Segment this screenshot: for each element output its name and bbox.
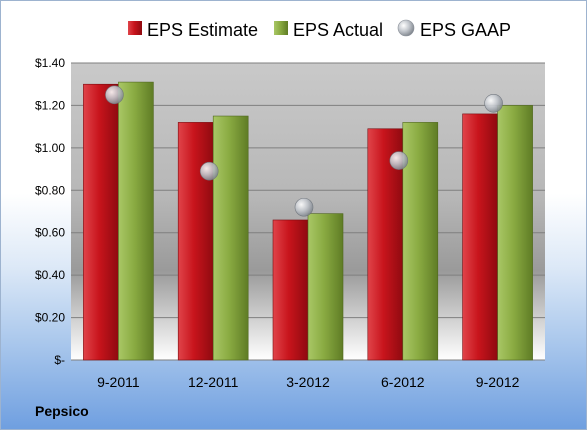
y-tick-label: $1.40 bbox=[35, 56, 65, 70]
legend: EPS Estimate EPS Actual EPS GAAP bbox=[128, 19, 511, 40]
point-eps-gaap bbox=[484, 94, 503, 113]
y-tick-label: $1.20 bbox=[35, 98, 65, 112]
y-tick-label: $0.40 bbox=[35, 268, 65, 282]
x-axis-tick-labels: 9-2011 12-2011 3-2012 6-2012 9-2012 bbox=[97, 374, 519, 390]
x-tick-label: 3-2012 bbox=[286, 374, 330, 390]
y-tick-label: $0.80 bbox=[35, 183, 65, 197]
legend-label-actual: EPS Actual bbox=[293, 20, 383, 40]
y-axis-tick-labels: $- $0.20 $0.40 $0.60 $0.80 $1.00 $1.20 $1.40 bbox=[35, 56, 65, 367]
bar-eps-actual bbox=[212, 115, 249, 361]
bar-eps-estimate bbox=[177, 122, 214, 361]
x-tick-label: 12-2011 bbox=[188, 374, 239, 390]
point-eps-gaap bbox=[389, 151, 409, 170]
bar-eps-estimate bbox=[272, 219, 309, 361]
point-eps-gaap bbox=[294, 197, 314, 217]
y-tick-label: $0.60 bbox=[35, 226, 65, 240]
legend-swatch-actual bbox=[274, 21, 288, 35]
y-tick-label: $1.00 bbox=[35, 141, 65, 155]
legend-label-gaap: EPS GAAP bbox=[420, 20, 511, 40]
point-eps-gaap bbox=[199, 161, 219, 181]
bar-eps-actual bbox=[307, 213, 344, 361]
x-tick-label: 9-2012 bbox=[476, 374, 520, 390]
bar-eps-estimate bbox=[83, 83, 119, 361]
bar-eps-actual bbox=[118, 81, 154, 361]
x-tick-label: 9-2011 bbox=[97, 374, 140, 390]
legend-label-estimate: EPS Estimate bbox=[147, 20, 258, 40]
bar-eps-actual bbox=[402, 122, 439, 361]
gaap-points bbox=[105, 85, 503, 217]
bar-eps-actual bbox=[497, 105, 533, 361]
y-tick-label: $0.20 bbox=[35, 311, 65, 325]
company-name: Pepsico bbox=[35, 403, 89, 419]
point-eps-gaap bbox=[105, 85, 124, 105]
bars bbox=[83, 81, 533, 361]
legend-marker-gaap bbox=[397, 19, 415, 37]
bar-eps-estimate bbox=[462, 113, 498, 361]
y-tick-label: $- bbox=[54, 353, 65, 367]
x-tick-label: 6-2012 bbox=[381, 374, 425, 390]
legend-swatch-estimate bbox=[128, 21, 142, 35]
